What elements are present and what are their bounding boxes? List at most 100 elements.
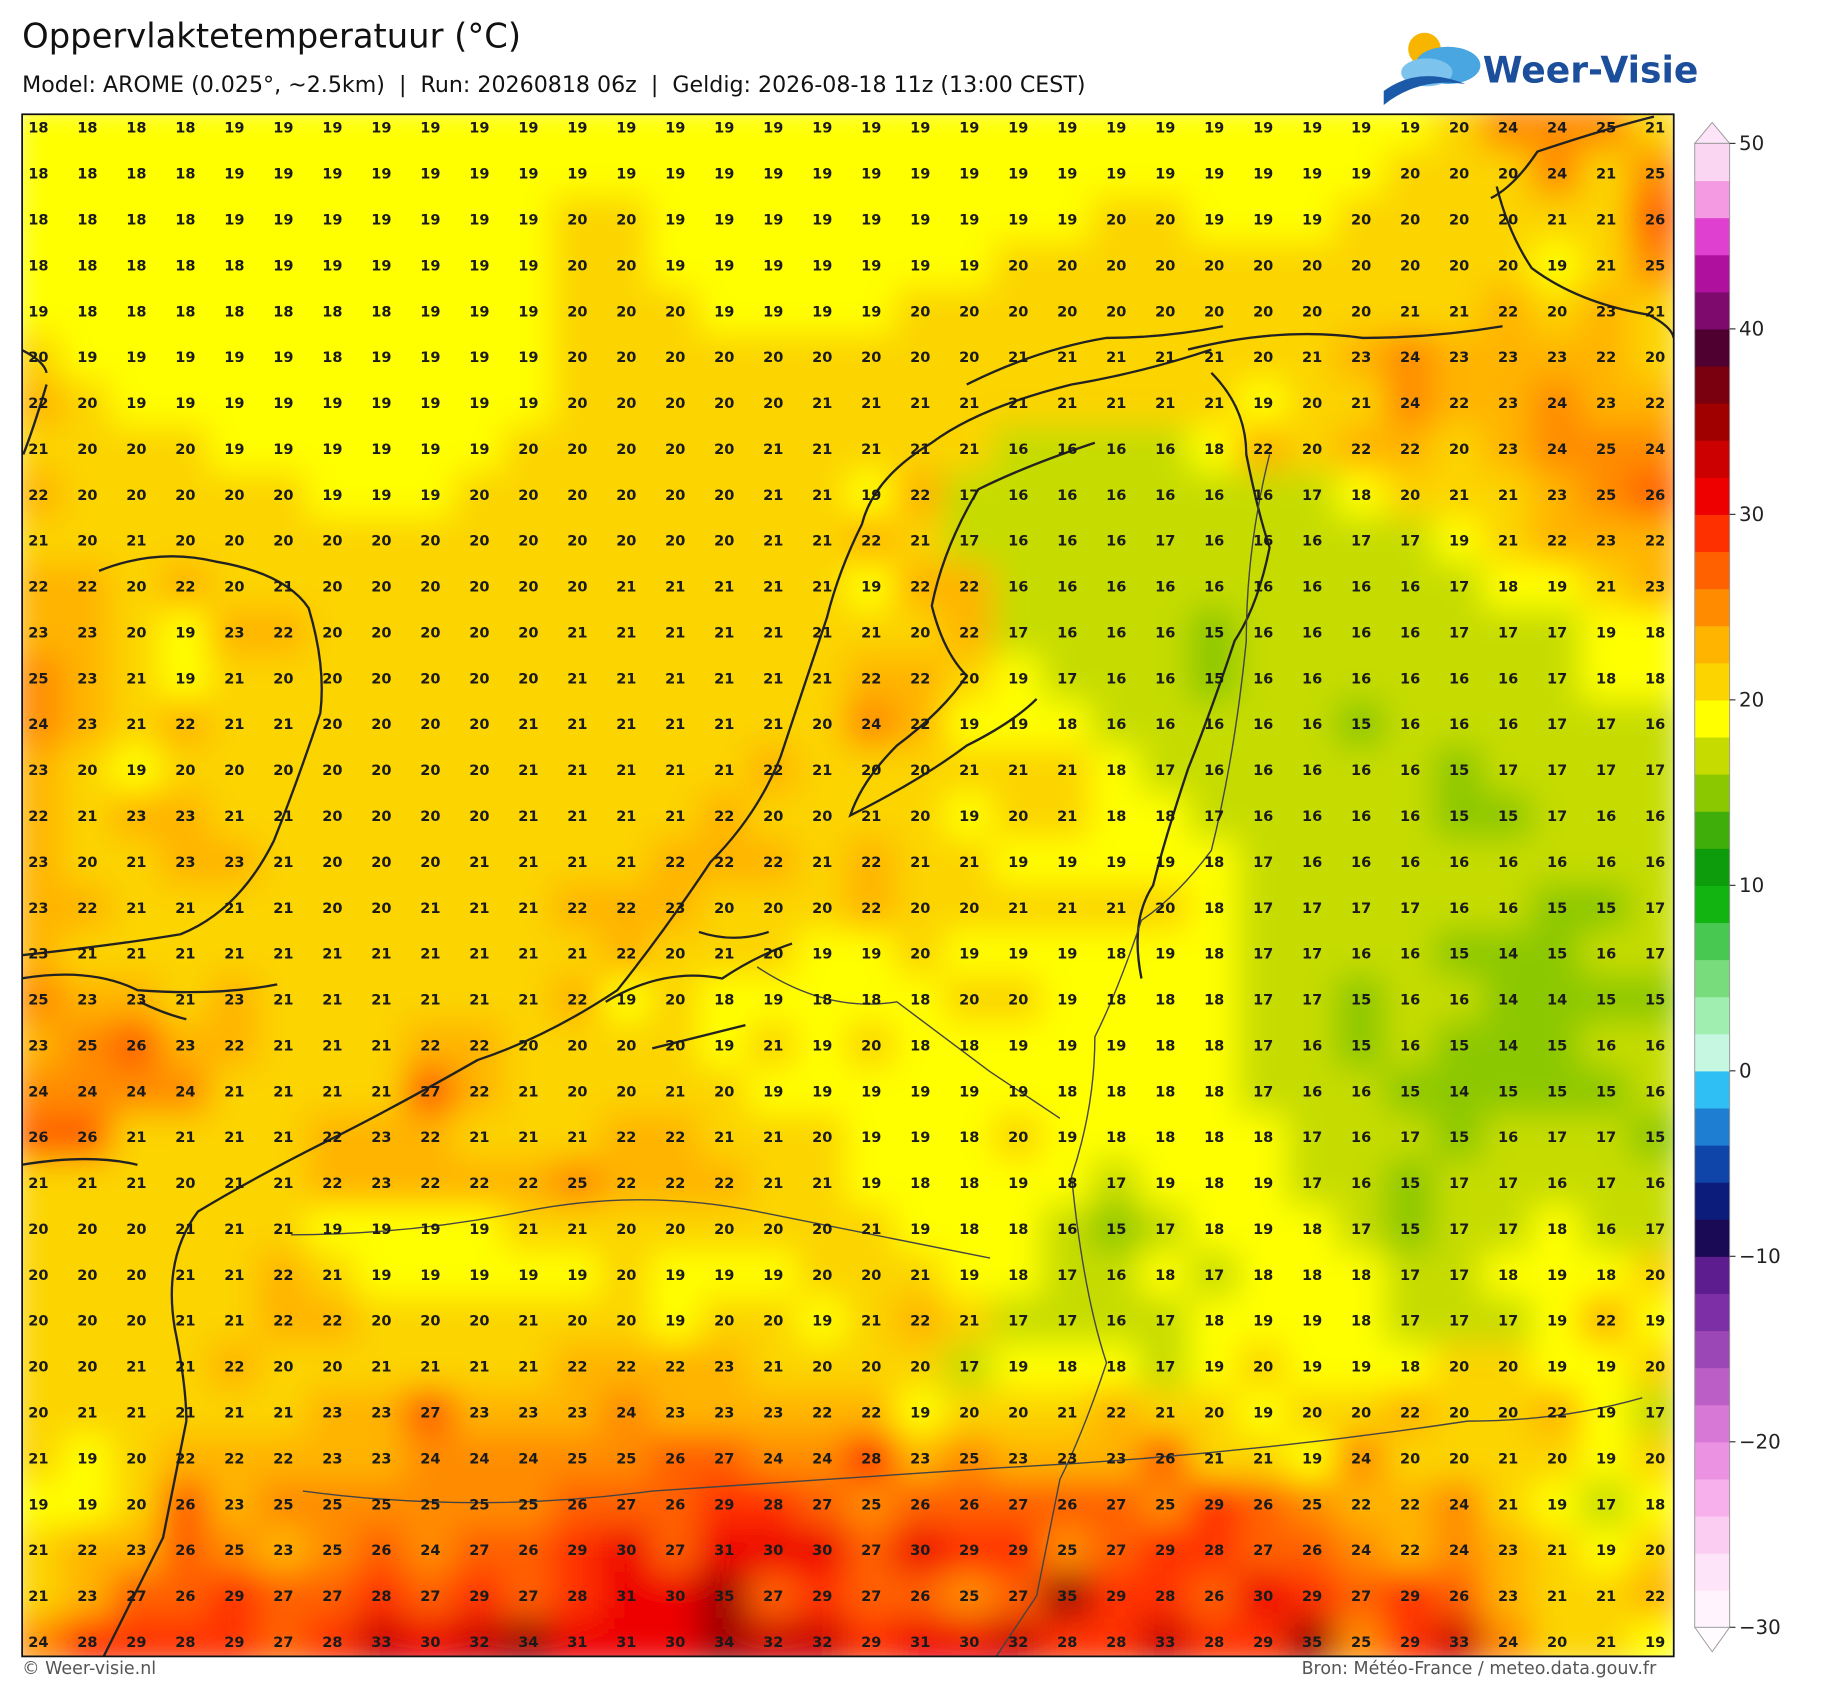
colorbar-box — [1694, 551, 1730, 590]
temperature-cell — [600, 1343, 652, 1392]
temperature-cell — [600, 517, 652, 566]
temperature-cell — [943, 1297, 995, 1346]
temperature-cell — [1384, 1526, 1436, 1575]
temperature-label: 21 — [616, 762, 636, 779]
temperature-label: 18 — [28, 212, 48, 229]
temperature-cell — [1433, 1251, 1485, 1300]
temperature-label: 21 — [322, 946, 342, 963]
temperature-cell — [110, 562, 163, 612]
temperature-label: 21 — [273, 1175, 293, 1192]
temperature-label: 21 — [1498, 487, 1518, 504]
temperature-label: 16 — [1449, 900, 1469, 917]
temperature-cell — [1482, 1480, 1534, 1529]
temperature-cell — [1384, 1113, 1436, 1162]
temperature-label: 23 — [224, 624, 244, 641]
temperature-label: 22 — [1106, 1405, 1126, 1422]
temperature-label: 21 — [371, 1083, 391, 1100]
temperature-cell — [1629, 1343, 1674, 1392]
temperature-cell — [257, 1572, 310, 1621]
temperature-cell — [1629, 195, 1674, 245]
temperature-cell — [1335, 884, 1387, 933]
temperature-label: 24 — [1547, 120, 1567, 137]
temperature-cell — [306, 1205, 359, 1254]
temperature-cell — [1286, 884, 1338, 933]
temperature-cell — [600, 746, 652, 795]
temperature-cell — [502, 1021, 554, 1071]
temperature-label: 19 — [763, 1267, 783, 1284]
temperature-cell — [306, 1297, 359, 1346]
temperature-cell — [61, 1159, 114, 1208]
temperature-label: 23 — [28, 762, 48, 779]
temperature-label: 26 — [1645, 212, 1665, 229]
temperature-label: 21 — [812, 762, 832, 779]
temperature-label: 21 — [910, 395, 930, 412]
temperature-cell — [22, 608, 65, 658]
temperature-cell — [22, 1297, 65, 1346]
temperature-label: 19 — [959, 257, 979, 274]
temperature-cell — [110, 333, 163, 382]
temperature-cell — [1580, 654, 1632, 703]
temperature-label: 18 — [1106, 808, 1126, 825]
colorbar-box — [1694, 996, 1730, 1035]
temperature-label: 22 — [714, 1175, 734, 1192]
temperature-label: 20 — [28, 1359, 48, 1376]
temperature-cell — [453, 930, 506, 979]
temperature-label: 23 — [1645, 579, 1665, 596]
temperature-cell — [1090, 1159, 1142, 1208]
temperature-cell — [698, 287, 750, 336]
colorbar-box — [1694, 1515, 1730, 1554]
temperature-label: 18 — [1596, 1267, 1616, 1284]
temperature-cell — [1335, 562, 1387, 612]
temperature-cell — [796, 1067, 848, 1116]
temperature-cell — [1629, 471, 1674, 520]
temperature-cell — [22, 1021, 65, 1071]
temperature-cell — [747, 1618, 799, 1657]
temperature-label: 30 — [763, 1542, 783, 1559]
temperature-cell — [257, 884, 310, 933]
temperature-label: 31 — [910, 1634, 930, 1651]
temperature-cell — [1482, 1343, 1534, 1392]
temperature-cell — [1188, 930, 1240, 979]
temperature-label: 26 — [959, 1496, 979, 1513]
temperature-cell — [110, 471, 163, 520]
temperature-label: 20 — [1204, 257, 1224, 274]
temperature-label: 19 — [1008, 946, 1028, 963]
temperature-cell — [1335, 114, 1387, 153]
temperature-label: 22 — [420, 1037, 440, 1054]
temperature-label: 16 — [1302, 533, 1322, 550]
temperature-cell — [1433, 1480, 1485, 1529]
temperature-cell — [698, 1251, 750, 1300]
temperature-label: 19 — [1008, 166, 1028, 183]
temperature-cell — [355, 884, 408, 933]
temperature-cell — [600, 471, 652, 520]
temperature-label: 18 — [812, 992, 832, 1009]
temperature-label: 21 — [273, 1405, 293, 1422]
temperature-label: 26 — [28, 1129, 48, 1146]
temperature-label: 24 — [469, 1450, 489, 1467]
temperature-cell — [1629, 1526, 1674, 1575]
temperature-cell — [502, 195, 554, 245]
temperature-cell — [355, 1388, 408, 1438]
temperature-label: 21 — [420, 900, 440, 917]
temperature-cell — [894, 1067, 946, 1116]
temperature-label: 22 — [175, 716, 195, 733]
temperature-cell — [649, 608, 701, 658]
temperature-cell — [649, 1572, 701, 1621]
temperature-label: 23 — [371, 1129, 391, 1146]
temperature-cell — [894, 562, 946, 612]
temperature-label: 19 — [1106, 854, 1126, 871]
temperature-cell — [747, 1021, 799, 1071]
temperature-cell — [22, 1572, 65, 1621]
temperature-cell — [1286, 1480, 1338, 1529]
temperature-label: 19 — [371, 212, 391, 229]
temperature-cell — [551, 287, 603, 336]
temperature-label: 19 — [175, 670, 195, 687]
temperature-label: 20 — [1645, 1542, 1665, 1559]
temperature-cell — [257, 562, 310, 612]
temperature-label: 19 — [763, 120, 783, 137]
temperature-cell — [453, 975, 506, 1025]
temperature-label: 18 — [175, 257, 195, 274]
temperature-label: 20 — [1302, 257, 1322, 274]
temperature-cell — [453, 1618, 506, 1657]
temperature-cell — [1384, 700, 1436, 749]
